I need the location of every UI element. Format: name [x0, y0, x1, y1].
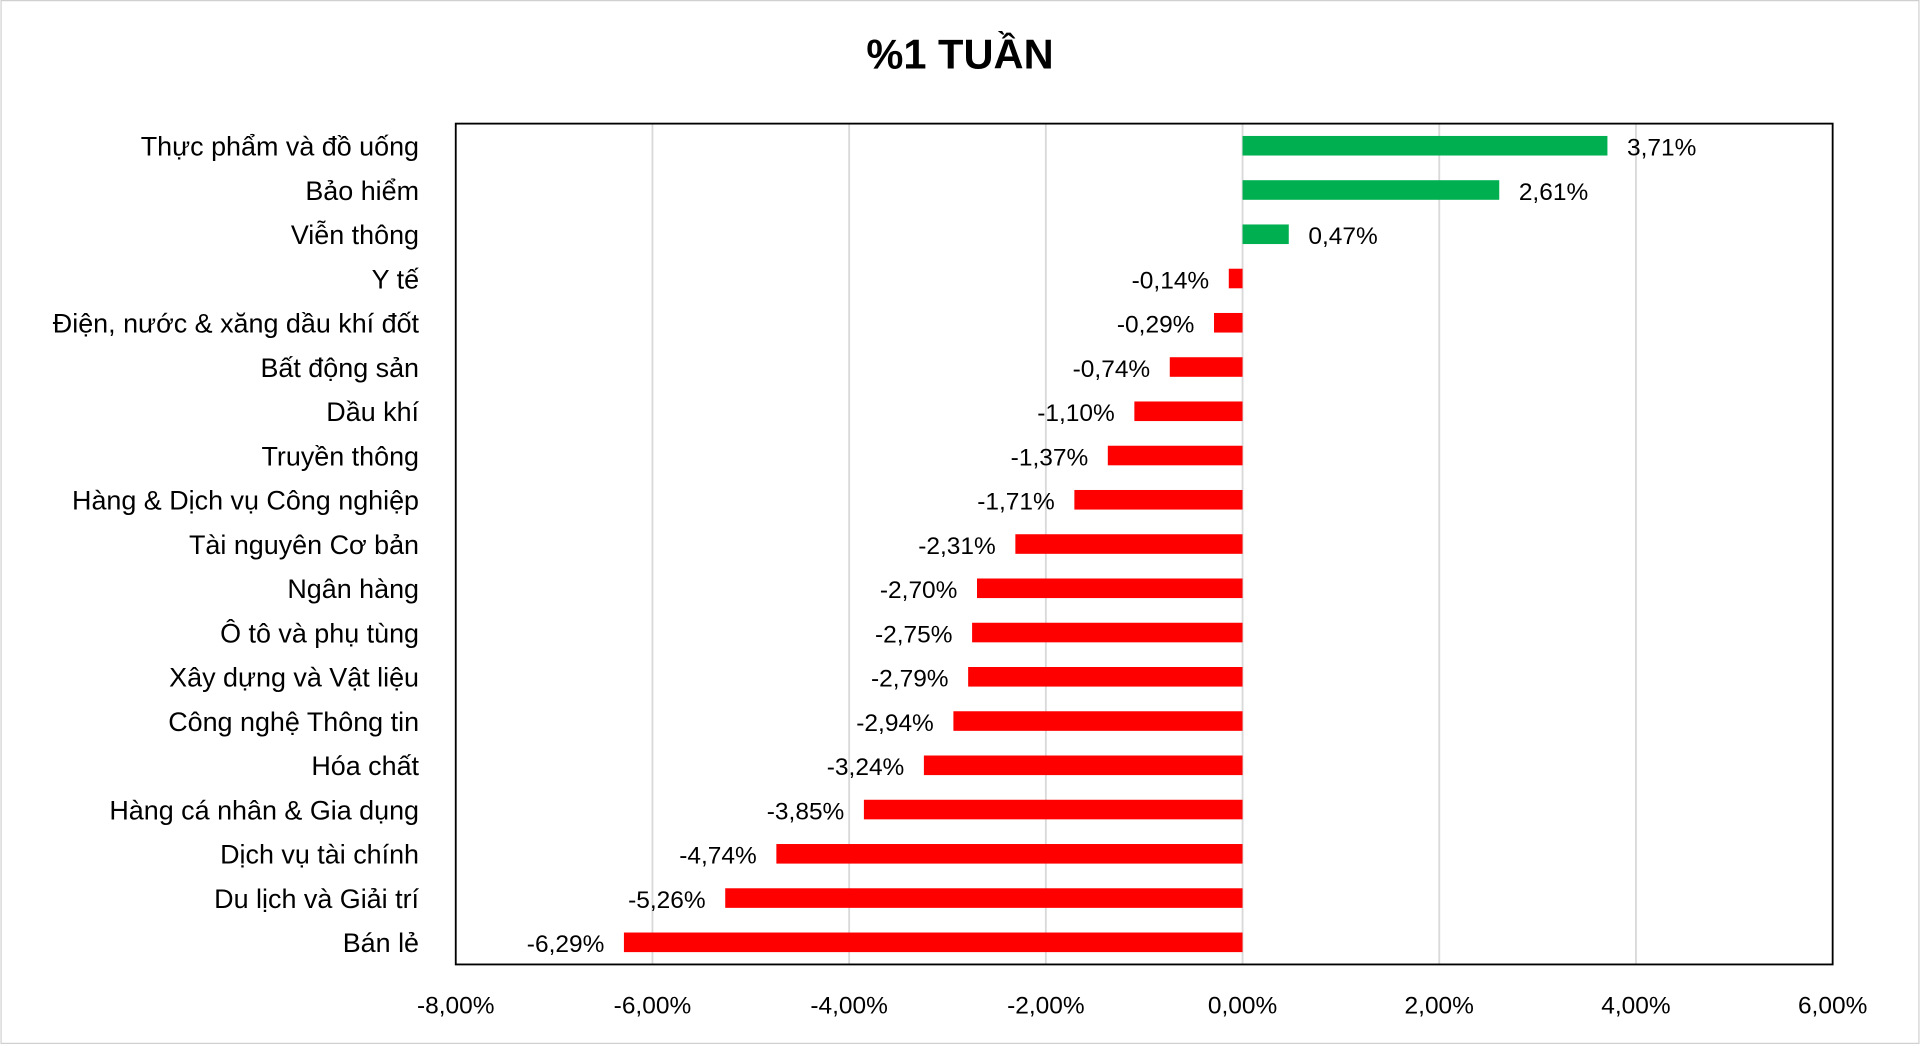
bar [776, 844, 1243, 864]
data-label: -2,70% [880, 577, 958, 604]
data-label: -0,29% [1117, 312, 1195, 339]
chart-title: %1 TUẦN [866, 31, 1053, 78]
category-label: Bán lẻ [343, 928, 419, 958]
data-label: -1,10% [1037, 400, 1115, 427]
data-label: -2,79% [871, 666, 949, 693]
category-label: Y tế [372, 264, 419, 294]
bar [953, 711, 1243, 731]
bar [977, 578, 1243, 599]
category-label: Truyền thông [261, 441, 419, 471]
category-label: Dịch vụ tài chính [220, 840, 419, 870]
bar [1169, 357, 1243, 377]
bar [623, 932, 1243, 953]
category-label: Dầu khí [326, 397, 419, 427]
bar [1242, 224, 1289, 245]
category-label: Tài nguyên Cơ bản [189, 530, 419, 560]
data-label: -1,71% [977, 489, 1055, 516]
data-label: 3,71% [1627, 135, 1696, 162]
category-label: Ô tô và phụ tùng [220, 617, 419, 648]
bar [972, 622, 1243, 643]
plot-area-border [454, 122, 1834, 966]
category-label: Công nghệ Thông tin [168, 707, 419, 737]
bar [923, 755, 1243, 776]
x-tick-label: 6,00% [1798, 992, 1867, 1019]
bar [863, 799, 1243, 820]
data-label: -2,94% [856, 710, 934, 737]
category-label: Du lịch và Giải trí [214, 884, 419, 914]
data-label: -2,75% [875, 621, 953, 648]
category-label: Viễn thông [291, 219, 419, 250]
bar [1228, 268, 1243, 289]
data-label: 2,61% [1519, 179, 1588, 206]
bar [1214, 312, 1243, 333]
bar [1074, 489, 1243, 510]
data-label: -0,74% [1073, 356, 1151, 383]
x-tick-label: 0,00% [1208, 992, 1277, 1019]
category-label: Điện, nước & xăng dầu khí đốt [53, 309, 420, 339]
data-label: -5,26% [628, 887, 706, 914]
data-label: 0,47% [1308, 223, 1377, 250]
category-label: Hóa chất [311, 751, 419, 781]
data-label: -1,37% [1011, 444, 1089, 471]
category-label: Hàng cá nhân & Gia dụng [109, 795, 419, 825]
data-label: -6,29% [527, 931, 605, 958]
bar [1015, 534, 1243, 554]
x-tick-label: -4,00% [810, 992, 888, 1019]
data-label: -4,74% [679, 843, 757, 870]
category-label: Hàng & Dịch vụ Công nghiệp [72, 486, 419, 516]
category-label: Bất động sản [260, 353, 419, 383]
bar [1242, 180, 1500, 200]
x-tick-label: -8,00% [417, 992, 495, 1019]
data-label: -2,31% [918, 533, 996, 560]
x-tick-label: -6,00% [614, 992, 692, 1019]
data-label: -3,24% [827, 754, 905, 781]
x-tick-label: 2,00% [1405, 992, 1474, 1019]
category-label: Bảo hiểm [305, 176, 419, 206]
bar [968, 667, 1243, 687]
x-tick-label: 4,00% [1601, 992, 1670, 1019]
category-label: Xây dựng và Vật liệu [169, 663, 419, 693]
bar [1134, 401, 1243, 422]
data-label: -3,85% [767, 798, 845, 825]
bar [725, 888, 1243, 908]
category-label: Thực phẩm và đồ uống [141, 132, 419, 162]
data-label: -0,14% [1132, 267, 1210, 294]
bar [1242, 135, 1608, 156]
category-label: Ngân hàng [287, 574, 419, 604]
bar [1107, 445, 1243, 466]
x-tick-label: -2,00% [1007, 992, 1085, 1019]
